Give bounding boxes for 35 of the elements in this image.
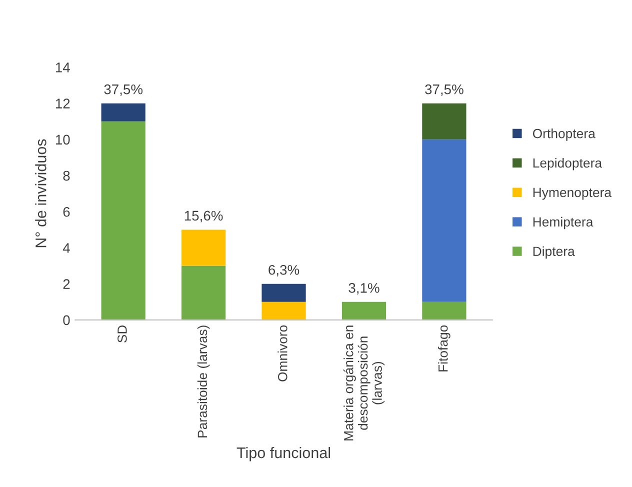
x-tick-label: Omnivoro [278, 325, 288, 382]
y-tick-label: 12 [56, 98, 70, 108]
bar [101, 103, 146, 122]
legend-label: Hemiptera [533, 216, 594, 230]
y-tick-label: 8 [63, 170, 70, 181]
bar [181, 266, 226, 320]
y-tick-label: 14 [56, 62, 70, 72]
annotation: 37,5% [425, 84, 464, 96]
bar [262, 284, 306, 302]
x-axis-title: Tipo funcional [236, 446, 330, 462]
y-tick-label: 0 [63, 315, 70, 326]
bar [342, 302, 386, 320]
bar [262, 302, 306, 320]
y-axis-title: N° de invividuos [35, 139, 46, 248]
x-tick-label: Parasitoide (larvas) [197, 326, 210, 438]
legend-label: Diptera [533, 246, 575, 259]
bar [422, 103, 466, 140]
annotation: 3,1% [348, 283, 380, 294]
bar [422, 139, 466, 302]
x-tick-label: Fitofago [438, 325, 450, 372]
bar [422, 302, 466, 320]
bar [101, 121, 146, 320]
bar [181, 230, 226, 266]
legend-label: Lepidoptera [533, 158, 602, 170]
x-tick-label: Materia orgánica en descomposición (larvas) [343, 326, 385, 440]
y-tick-label: 2 [63, 279, 70, 289]
y-tick-label: 6 [63, 206, 70, 217]
annotation: 37,5% [104, 84, 143, 96]
x-tick-label: SD [118, 325, 127, 343]
legend-label: Hymenoptera [533, 188, 612, 200]
annotation: 6,3% [268, 264, 300, 276]
legend-label: Orthoptera [532, 128, 596, 141]
y-tick-label: 4 [62, 243, 70, 253]
annotation: 15,6% [184, 210, 223, 222]
y-tick-label: 10 [56, 134, 70, 145]
